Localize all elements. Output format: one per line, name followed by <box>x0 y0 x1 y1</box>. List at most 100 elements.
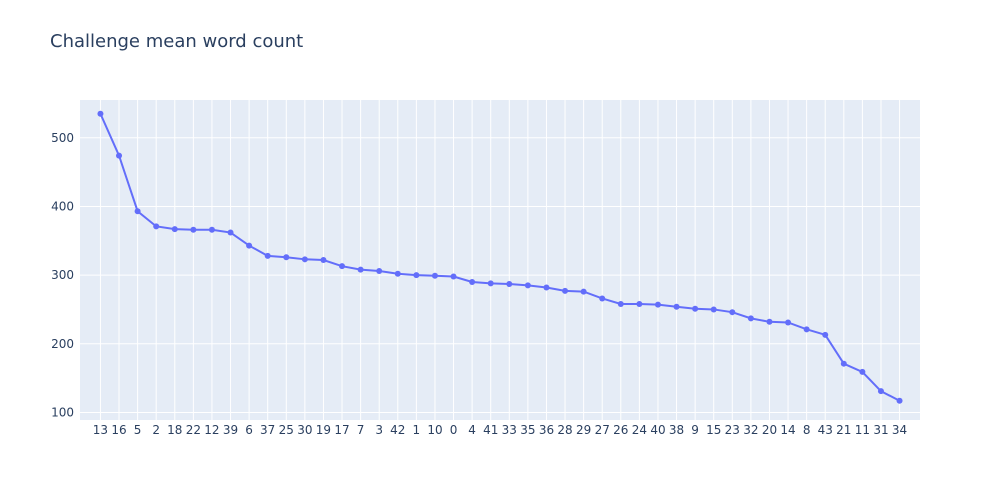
x-tick-label: 20 <box>762 423 777 437</box>
x-tick-label: 31 <box>873 423 888 437</box>
data-point <box>729 309 736 316</box>
x-tick-label: 13 <box>93 423 108 437</box>
data-point <box>636 300 643 307</box>
y-tick-label: 200 <box>51 337 74 351</box>
data-point <box>673 303 680 310</box>
x-tick-label: 32 <box>743 423 758 437</box>
data-point <box>747 315 754 322</box>
x-tick-label: 43 <box>818 423 833 437</box>
data-point <box>431 272 438 279</box>
x-tick-label: 7 <box>357 423 365 437</box>
x-tick-label: 35 <box>520 423 535 437</box>
data-point <box>208 226 215 233</box>
chart-title: Challenge mean word count <box>50 31 304 52</box>
data-point <box>580 288 587 295</box>
x-tick-label: 36 <box>539 423 554 437</box>
y-tick-label: 100 <box>51 405 74 419</box>
data-point <box>301 256 308 263</box>
data-point <box>654 301 661 308</box>
x-tick-label: 24 <box>632 423 647 437</box>
data-point <box>859 368 866 375</box>
x-tick-label: 27 <box>595 423 610 437</box>
x-tick-label: 10 <box>427 423 442 437</box>
series-points <box>97 110 903 404</box>
x-axis-ticks: 13 16 5 2 18 22 12 39 6 37 25 30 19 17 7 3 42 1 10 0 4 41 33 35… <box>93 423 907 437</box>
data-point <box>357 266 364 273</box>
data-point <box>877 388 884 395</box>
data-point <box>339 263 346 270</box>
x-tick-label: 17 <box>334 423 349 437</box>
data-point <box>487 280 494 287</box>
data-point <box>692 305 699 312</box>
data-point <box>896 397 903 404</box>
data-point <box>134 208 141 215</box>
x-tick-label: 15 <box>706 423 721 437</box>
x-tick-label: 18 <box>167 423 182 437</box>
x-tick-label: 23 <box>725 423 740 437</box>
x-tick-label: 2 <box>152 423 160 437</box>
x-tick-label: 21 <box>836 423 851 437</box>
x-tick-label: 0 <box>450 423 458 437</box>
data-point <box>227 229 234 236</box>
data-point <box>394 270 401 277</box>
x-tick-label: 5 <box>134 423 142 437</box>
x-tick-label: 14 <box>780 423 795 437</box>
data-point <box>599 295 606 302</box>
x-tick-label: 33 <box>502 423 517 437</box>
data-point <box>710 306 717 313</box>
x-tick-label: 16 <box>111 423 126 437</box>
data-point <box>766 318 773 325</box>
x-tick-label: 39 <box>223 423 238 437</box>
x-tick-label: 3 <box>375 423 383 437</box>
data-point <box>116 152 123 159</box>
data-point <box>153 223 160 230</box>
data-point <box>524 282 531 289</box>
data-point <box>562 287 569 294</box>
x-tick-label: 12 <box>204 423 219 437</box>
x-tick-label: 19 <box>316 423 331 437</box>
data-point <box>97 110 104 117</box>
data-point <box>246 242 253 249</box>
data-point <box>413 272 420 279</box>
x-tick-label: 22 <box>186 423 201 437</box>
x-tick-label: 4 <box>468 423 476 437</box>
data-point <box>785 319 792 326</box>
x-tick-label: 37 <box>260 423 275 437</box>
data-point <box>469 278 476 285</box>
x-tick-label: 9 <box>691 423 699 437</box>
data-point <box>840 360 847 367</box>
data-point <box>450 273 457 280</box>
x-tick-label: 28 <box>557 423 572 437</box>
x-tick-label: 34 <box>892 423 907 437</box>
x-tick-label: 26 <box>613 423 628 437</box>
x-tick-label: 6 <box>245 423 253 437</box>
data-point <box>320 257 327 263</box>
y-axis-ticks: 100 200 300 400 500 <box>51 131 74 420</box>
x-tick-label: 25 <box>279 423 294 437</box>
data-point <box>264 252 271 259</box>
x-tick-label: 29 <box>576 423 591 437</box>
series-line <box>99 113 901 402</box>
x-tick-label: 1 <box>413 423 421 437</box>
data-point <box>617 300 624 307</box>
x-tick-label: 40 <box>650 423 665 437</box>
x-tick-label: 38 <box>669 423 684 437</box>
x-tick-label: 42 <box>390 423 405 437</box>
x-tick-label: 11 <box>855 423 870 437</box>
data-point <box>283 254 290 261</box>
y-tick-label: 400 <box>51 199 74 213</box>
data-point <box>506 281 513 288</box>
data-point <box>543 284 550 291</box>
data-point <box>376 267 383 274</box>
data-point <box>190 226 197 233</box>
y-tick-label: 300 <box>51 268 74 282</box>
x-tick-label: 8 <box>803 423 811 437</box>
x-tick-label: 30 <box>297 423 312 437</box>
plot-background <box>80 100 920 420</box>
y-tick-label: 500 <box>51 131 74 145</box>
gridlines <box>80 100 920 420</box>
data-point <box>171 226 178 233</box>
data-point <box>822 331 829 338</box>
data-point <box>803 326 810 333</box>
